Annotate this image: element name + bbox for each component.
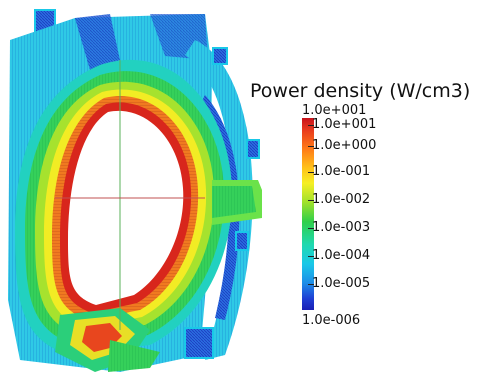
colorbar-tick: 1.0e-002 <box>307 192 371 207</box>
axis-lines <box>55 60 205 330</box>
outboard-port <box>212 180 262 225</box>
colorbar-tick: 1.0e+000 <box>307 138 377 153</box>
outer-shell <box>185 40 260 360</box>
colorbar <box>302 118 314 310</box>
legend-min-label: 1.0e-006 <box>302 313 361 328</box>
port-block-bottom <box>184 327 214 359</box>
colorbar-tick: 1.0e-003 <box>307 220 371 235</box>
divertor <box>55 308 160 372</box>
legend-max-label: 1.0e+001 <box>302 103 367 118</box>
legend-title: Power density (W/cm3) <box>250 80 471 102</box>
blanket-ring <box>15 59 233 355</box>
colorbar-tick: 1.0e+001 <box>307 117 377 132</box>
colorbar-tick: 1.0e-001 <box>307 164 371 179</box>
colorbar-tick: 1.0e-005 <box>307 276 371 291</box>
colorbar-tick: 1.0e-004 <box>307 248 371 263</box>
